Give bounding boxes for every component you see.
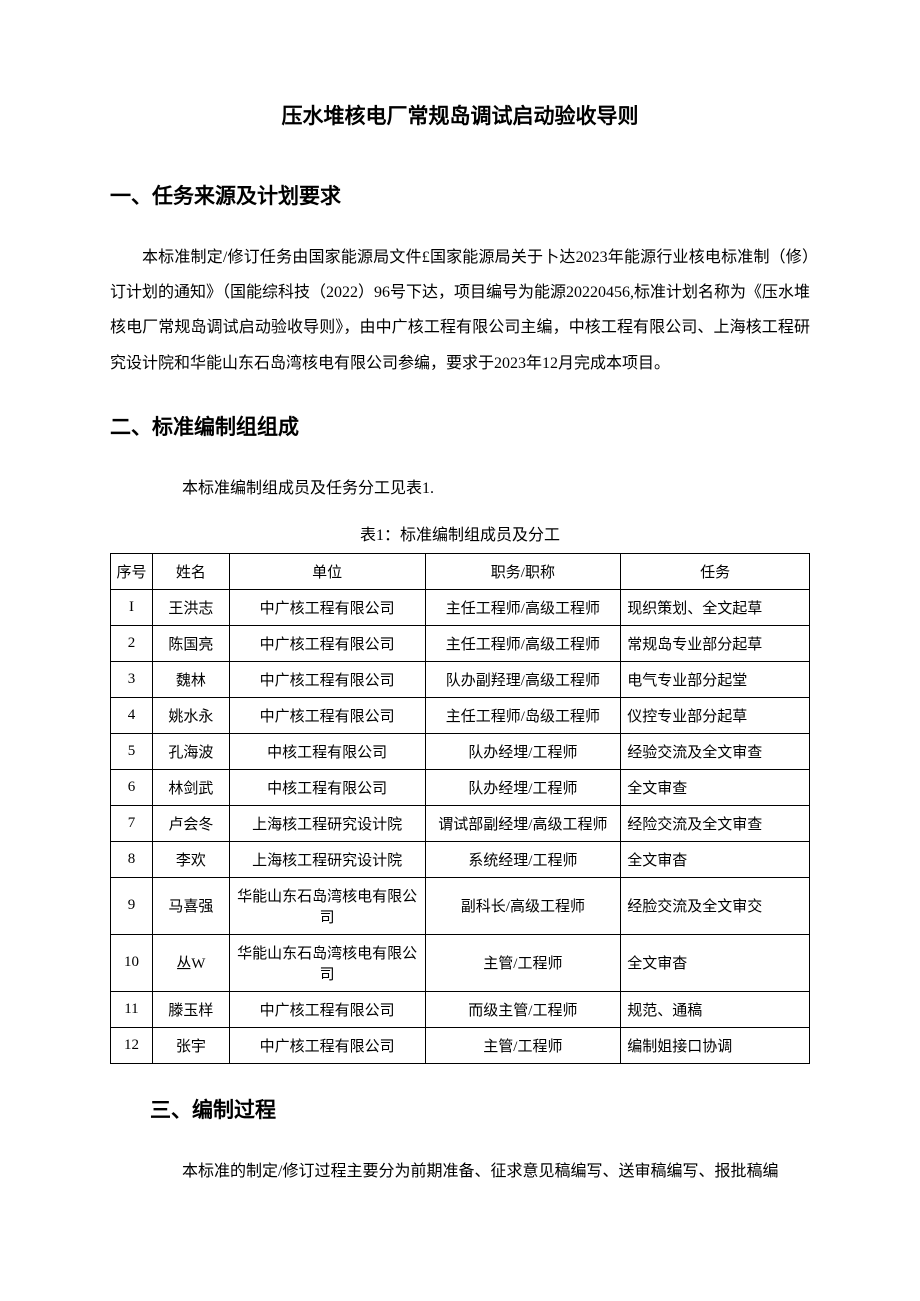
table-header-row: 序号 姓名 单位 职务/职称 任务 [111,553,810,589]
cell-seq: 9 [111,877,153,934]
cell-unit: 上海核工程研究设计院 [229,841,425,877]
cell-unit: 中核工程有限公司 [229,769,425,805]
table-row: 12张宇中广核工程有限公司主管/工程师编制姐接口协调 [111,1027,810,1063]
section3-heading: 三、编制过程 [110,1094,810,1124]
cell-role: 主任工程师/高级工程师 [425,589,621,625]
members-table: 序号 姓名 单位 职务/职称 任务 I王洪志中广核工程有限公司主任工程师/高级工… [110,553,810,1064]
cell-role: 队办经埋/工程师 [425,769,621,805]
cell-name: 李欢 [152,841,229,877]
cell-role: 谓试部副经埋/高级工程师 [425,805,621,841]
cell-role: 队办副羟理/高级工程师 [425,661,621,697]
table-caption: 表1：标准编制组成员及分工 [110,521,810,545]
cell-name: 孔海波 [152,733,229,769]
table-row: 9马喜强华能山东石岛湾核电有限公司副科长/高级工程师经脸交流及全文审交 [111,877,810,934]
cell-task: 全文审查 [621,769,810,805]
document-page: 压水堆核电厂常规岛调试启动验收导则 一、任务来源及计划要求 本标准制定/修订任务… [0,0,920,1301]
cell-role: 队办经埋/工程师 [425,733,621,769]
section1-paragraph: 本标准制定/修订任务由国家能源局文件£国家能源局关于卜达2023年能源行业核电标… [110,240,810,381]
cell-seq: 11 [111,991,153,1027]
cell-seq: 7 [111,805,153,841]
cell-name: 林剑武 [152,769,229,805]
cell-task: 电气专业部分起堂 [621,661,810,697]
cell-task: 经险交流及全文审查 [621,805,810,841]
cell-task: 编制姐接口协调 [621,1027,810,1063]
cell-name: 马喜强 [152,877,229,934]
cell-unit: 中广核工程有限公司 [229,625,425,661]
cell-unit: 中广核工程有限公司 [229,991,425,1027]
table-row: 11滕玉样中广核工程有限公司而级主管/工程师规范、通稿 [111,991,810,1027]
cell-seq: I [111,589,153,625]
header-seq: 序号 [111,553,153,589]
header-name: 姓名 [152,553,229,589]
cell-task: 仪控专业部分起草 [621,697,810,733]
cell-seq: 4 [111,697,153,733]
cell-unit: 中广核工程有限公司 [229,661,425,697]
table-row: 7卢会冬上海核工程研究设计院谓试部副经埋/高级工程师经险交流及全文审查 [111,805,810,841]
cell-role: 主管/工程师 [425,934,621,991]
cell-task: 全文审杳 [621,841,810,877]
cell-unit: 中核工程有限公司 [229,733,425,769]
cell-seq: 12 [111,1027,153,1063]
cell-role: 主管/工程师 [425,1027,621,1063]
cell-seq: 2 [111,625,153,661]
section3-paragraph: 本标准的制定/修订过程主要分为前期准备、征求意见稿编写、送审稿编写、报批稿编 [110,1154,810,1189]
document-title: 压水堆核电厂常规岛调试启动验收导则 [110,100,810,130]
cell-task: 规范、通稿 [621,991,810,1027]
cell-unit: 中广核工程有限公司 [229,589,425,625]
cell-name: 姚水永 [152,697,229,733]
section2-heading: 二、标准编制组组成 [110,411,810,441]
cell-name: 丛W [152,934,229,991]
section1-heading: 一、任务来源及计划要求 [110,180,810,210]
section2-intro: 本标准编制组成员及任务分工见表1. [110,471,810,506]
table-row: 8李欢上海核工程研究设计院系统经理/工程师全文审杳 [111,841,810,877]
cell-role: 主任工程师/高级工程师 [425,625,621,661]
cell-task: 现织策划、全文起草 [621,589,810,625]
table-row: I王洪志中广核工程有限公司主任工程师/高级工程师现织策划、全文起草 [111,589,810,625]
table-row: 4姚水永中广核工程有限公司主任工程师/岛级工程师仪控专业部分起草 [111,697,810,733]
cell-task: 经脸交流及全文审交 [621,877,810,934]
cell-seq: 5 [111,733,153,769]
cell-name: 滕玉样 [152,991,229,1027]
cell-unit: 中广核工程有限公司 [229,697,425,733]
cell-name: 卢会冬 [152,805,229,841]
cell-task: 全文审杳 [621,934,810,991]
header-unit: 单位 [229,553,425,589]
cell-unit: 中广核工程有限公司 [229,1027,425,1063]
table-row: 6林剑武中核工程有限公司队办经埋/工程师全文审查 [111,769,810,805]
cell-name: 张宇 [152,1027,229,1063]
cell-role: 主任工程师/岛级工程师 [425,697,621,733]
header-task: 任务 [621,553,810,589]
table-row: 10丛W华能山东石岛湾核电有限公司主管/工程师全文审杳 [111,934,810,991]
cell-role: 副科长/高级工程师 [425,877,621,934]
cell-task: 经验交流及全文审查 [621,733,810,769]
cell-unit: 华能山东石岛湾核电有限公司 [229,877,425,934]
header-role: 职务/职称 [425,553,621,589]
cell-seq: 6 [111,769,153,805]
cell-seq: 3 [111,661,153,697]
cell-unit: 华能山东石岛湾核电有限公司 [229,934,425,991]
table-row: 3魏林中广核工程有限公司队办副羟理/高级工程师电气专业部分起堂 [111,661,810,697]
cell-unit: 上海核工程研究设计院 [229,805,425,841]
cell-name: 陈国亮 [152,625,229,661]
cell-name: 王洪志 [152,589,229,625]
cell-role: 系统经理/工程师 [425,841,621,877]
cell-role: 而级主管/工程师 [425,991,621,1027]
cell-seq: 8 [111,841,153,877]
cell-name: 魏林 [152,661,229,697]
cell-task: 常规岛专业部分起草 [621,625,810,661]
table-row: 5孔海波中核工程有限公司队办经埋/工程师经验交流及全文审查 [111,733,810,769]
table-row: 2陈国亮中广核工程有限公司主任工程师/高级工程师常规岛专业部分起草 [111,625,810,661]
cell-seq: 10 [111,934,153,991]
